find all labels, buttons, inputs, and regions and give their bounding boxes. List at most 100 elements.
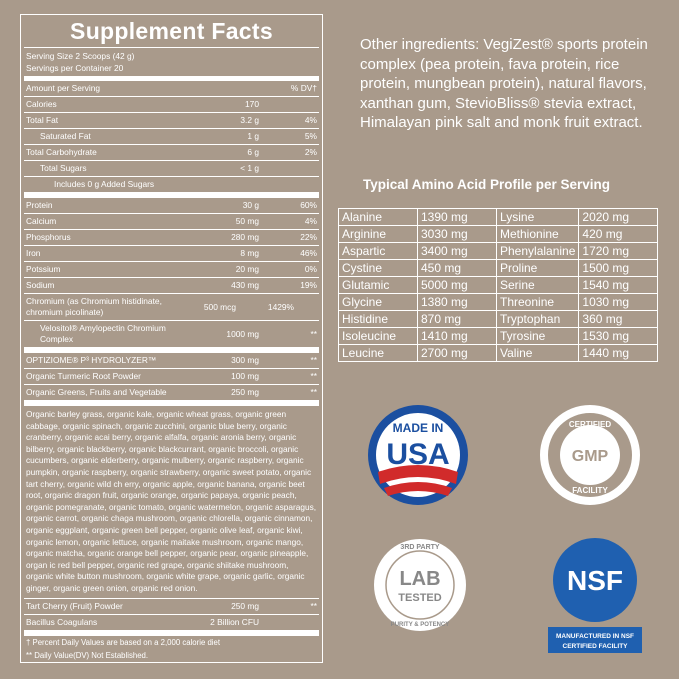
- amino-amount: 2700 mg: [417, 344, 497, 362]
- facts-rows: Calories 170 Total Fat 3.2 g 4% Saturated Fat…: [24, 97, 319, 662]
- facts-row: Calories 170: [24, 97, 319, 113]
- lab-badge: 3RD PARTY LAB TESTED PURITY & POTENCY: [374, 539, 466, 631]
- facts-row: Velositol® Amylopectin Chromium Complex 1…: [24, 321, 319, 348]
- amino-name: Proline: [495, 259, 580, 277]
- amino-amount: 1540 mg: [578, 276, 659, 294]
- amount: 1000 mg: [226, 328, 259, 339]
- amino-amount: 1410 mg: [417, 327, 497, 345]
- badge-text: TESTED: [398, 592, 441, 604]
- nutrient-label: OPTIZIOME® P³ HYDROLYZER™: [26, 355, 157, 365]
- other-ingredients: Other ingredients: VegiZest® sports prot…: [360, 36, 648, 131]
- daily-value: **: [310, 355, 317, 365]
- amount: < 1 g: [240, 163, 259, 173]
- facts-row: Total Carbohydrate 6 g 2%: [24, 145, 319, 161]
- amino-name: Tyrosine: [495, 327, 580, 345]
- facts-row: Phosphorus 280 mg 22%: [24, 230, 319, 246]
- amino-amount: 870 mg: [417, 310, 497, 328]
- daily-value: 19%: [300, 280, 317, 290]
- badge-text: MANUFACTURED IN NSF: [556, 633, 634, 640]
- badge-text: FACILITY: [572, 486, 608, 495]
- amino-name: Threonine: [495, 293, 580, 311]
- facts-row: Iron 8 mg 46%: [24, 246, 319, 262]
- nutrient-label: Total Carbohydrate: [26, 147, 97, 157]
- nsf-badge: NSF MANUFACTURED IN NSF CERTIFIED FACILI…: [548, 538, 642, 653]
- badge-text: 3RD PARTY: [400, 544, 439, 551]
- badge-text: CERTIFIED: [569, 420, 611, 429]
- amount: 170: [245, 99, 259, 109]
- amino-row: Histidine 870 mg Tryptophan 360 mg: [338, 310, 659, 328]
- amount: 8 mg: [240, 248, 259, 258]
- facts-row: Includes 0 g Added Sugars: [24, 177, 319, 193]
- amount: 1 g: [247, 131, 259, 141]
- amino-row: Aspartic 3400 mg Phenylalanine 1720 mg: [338, 242, 659, 260]
- amino-row: Glycine 1380 mg Threonine 1030 mg: [338, 293, 659, 311]
- amino-name: Cystine: [338, 259, 418, 277]
- footnote: ** Daily Value(DV) Not Established.: [26, 650, 149, 660]
- amino-amount: 2020 mg: [578, 208, 659, 226]
- usa-badge: MADE IN USA: [368, 405, 468, 505]
- serving-size: Serving Size 2 Scoops (42 g): [26, 51, 135, 61]
- badge-text: CERTIFIED FACILITY: [563, 643, 629, 650]
- amino-name: Alanine: [338, 208, 418, 226]
- badge-text: USA: [386, 438, 449, 471]
- amino-name: Valine: [495, 344, 580, 362]
- footnote: † Percent Daily Values are based on a 2,…: [26, 637, 221, 647]
- nutrient-label: Organic Greens, Fruits and Vegetable: [26, 387, 167, 397]
- flag-stripe: [384, 482, 452, 496]
- nutrient-label: Total Sugars: [40, 163, 87, 173]
- nutrient-label: Includes 0 g Added Sugars: [54, 179, 155, 189]
- amino-amount: 1500 mg: [578, 259, 659, 277]
- nutrient-label: Iron: [26, 248, 41, 258]
- badge-ring: [553, 538, 637, 622]
- facts-row: Total Fat 3.2 g 4%: [24, 113, 319, 129]
- daily-value: 2%: [304, 147, 317, 157]
- daily-value: **: [310, 371, 317, 381]
- daily-value: 5%: [304, 131, 317, 141]
- amino-amount: 3030 mg: [417, 225, 497, 243]
- facts-row: Total Sugars < 1 g: [24, 161, 319, 177]
- badge-text: MADE IN: [393, 421, 444, 435]
- amino-amount: 420 mg: [578, 225, 659, 243]
- facts-row: Organic Greens, Fruits and Vegetable 250 …: [24, 385, 319, 401]
- amount: 2 Billion CFU: [210, 616, 259, 627]
- amino-name: Arginine: [338, 225, 418, 243]
- divider: [24, 193, 319, 198]
- daily-value: 1429%: [267, 301, 294, 312]
- amino-amount: 5000 mg: [417, 276, 497, 294]
- badge-inner: [385, 550, 455, 620]
- divider: [24, 401, 319, 406]
- daily-value: 0%: [304, 264, 317, 274]
- amino-amount: 1720 mg: [578, 242, 659, 260]
- amount: 20 mg: [235, 264, 259, 274]
- nutrient-label: Saturated Fat: [40, 131, 91, 141]
- dv-label: % DV†: [290, 83, 317, 93]
- amount-label: Amount per Serving: [26, 83, 101, 93]
- blend-ingredients: Organic barley grass, organic kale, orga…: [24, 406, 319, 599]
- amino-name: Aspartic: [338, 242, 418, 260]
- facts-row: Organic Turmeric Root Powder 100 mg **: [24, 369, 319, 385]
- nutrient-label: Calcium: [26, 216, 57, 226]
- badge-ring: [540, 405, 640, 505]
- amount: 100 mg: [231, 371, 259, 381]
- amount-header: Amount per Serving % DV†: [24, 81, 319, 97]
- badge-text: LAB: [399, 568, 440, 590]
- amino-row: Arginine 3030 mg Methionine 420 mg: [338, 225, 659, 243]
- amino-amount: 1390 mg: [417, 208, 497, 226]
- amount: 280 mg: [231, 232, 259, 242]
- badge-ring: [374, 539, 466, 631]
- nutrient-label: Organic Turmeric Root Powder: [26, 371, 141, 381]
- daily-value: 60%: [300, 200, 317, 210]
- amino-name: Glycine: [338, 293, 418, 311]
- facts-title: Supplement Facts: [24, 15, 319, 48]
- amino-amount: 450 mg: [417, 259, 497, 277]
- amount: 500 mcg: [203, 301, 236, 312]
- divider: [24, 630, 319, 636]
- badge-inner: [560, 425, 620, 485]
- amino-name: Isoleucine: [338, 327, 418, 345]
- nutrient-label: Bacillus Coagulans: [26, 616, 98, 627]
- facts-row: OPTIZIOME® P³ HYDROLYZER™ 300 mg **: [24, 353, 319, 369]
- daily-value: **: [310, 328, 317, 339]
- facts-row: Bacillus Coagulans 2 Billion CFU: [24, 615, 319, 631]
- amino-row: Glutamic 5000 mg Serine 1540 mg: [338, 276, 659, 294]
- amount: 3.2 g: [240, 115, 259, 125]
